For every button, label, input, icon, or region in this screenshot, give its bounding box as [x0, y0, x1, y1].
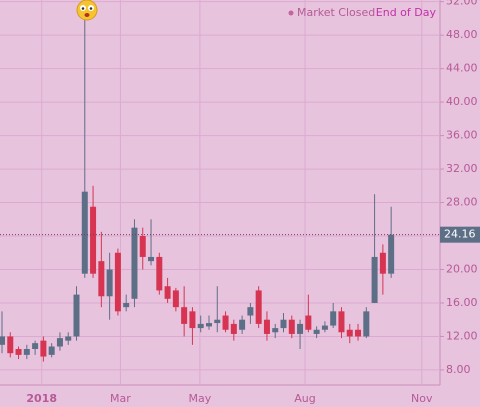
x-tick-label: Nov — [411, 392, 433, 405]
candle-body — [73, 294, 80, 337]
mode: End of Day — [376, 6, 437, 19]
candle-body — [90, 206, 97, 274]
candle-body — [23, 349, 30, 355]
candle-body — [214, 319, 221, 324]
candle-body — [222, 315, 229, 330]
candle-body — [114, 252, 121, 312]
candle-body — [164, 286, 171, 299]
candle-body — [106, 269, 113, 297]
candles — [0, 17, 395, 362]
x-tick-label: May — [189, 392, 212, 405]
candle-body — [172, 290, 179, 308]
candle-body — [363, 311, 370, 337]
candle-body — [40, 340, 47, 357]
y-tick-label: 8.00 — [446, 363, 471, 376]
y-tick-label: 32.00 — [446, 162, 478, 175]
last-price-box — [440, 226, 480, 243]
candle-body — [297, 323, 304, 334]
y-tick-label: 12.00 — [446, 329, 478, 342]
candle-body — [388, 234, 395, 274]
candle-body — [139, 236, 146, 257]
candle-body — [288, 319, 295, 334]
candle-body — [338, 311, 345, 333]
y-tick-label: 44.00 — [446, 62, 478, 75]
candle-body — [239, 319, 246, 330]
candle-body — [156, 256, 163, 291]
status: Market Closed — [297, 6, 375, 19]
candle-body — [123, 302, 130, 308]
candle-body — [280, 319, 287, 329]
candle-body — [272, 328, 279, 333]
y-tick-label: 16.00 — [446, 296, 478, 309]
candle-body — [7, 336, 14, 354]
candle-body — [15, 349, 22, 355]
y-tick-label: 36.00 — [446, 129, 478, 142]
y-tick-label: 20.00 — [446, 263, 478, 276]
candle-body — [189, 311, 196, 329]
status-dot — [288, 10, 294, 16]
x-tick-label: Aug — [294, 392, 315, 405]
candle-body — [379, 252, 386, 274]
candle-body — [65, 336, 72, 341]
emoji — [76, 0, 98, 21]
last-price-label: 24.16 — [444, 228, 476, 241]
candle-body — [355, 329, 362, 337]
candle-body — [32, 343, 39, 350]
candle-body — [346, 329, 353, 337]
x-tick-label: Mar — [110, 392, 131, 405]
candle-body — [81, 191, 88, 274]
y-tick-label: 28.00 — [446, 196, 478, 209]
candle-body — [330, 311, 337, 326]
candle-body — [197, 323, 204, 329]
y-tick-label: 52.00 — [446, 0, 478, 8]
candle-body — [247, 307, 254, 316]
candle-body — [255, 290, 262, 324]
y-tick-label: 40.00 — [446, 95, 478, 108]
candle-body — [148, 256, 155, 262]
candle-body — [98, 261, 105, 297]
grid — [0, 0, 440, 385]
candle-body — [131, 227, 138, 299]
candle-body — [313, 329, 320, 334]
candle-body — [181, 307, 188, 324]
candle-body — [48, 346, 55, 355]
candle-body — [0, 336, 5, 345]
candle-body — [371, 256, 378, 303]
candle-body — [230, 323, 237, 334]
candle-body — [56, 338, 63, 347]
candle-body — [205, 323, 212, 327]
candle-body — [305, 315, 312, 330]
y-tick-label: 48.00 — [446, 28, 478, 41]
candle-body — [321, 325, 328, 330]
x-tick-label: 2018 — [26, 392, 57, 405]
candle-body — [263, 319, 270, 334]
